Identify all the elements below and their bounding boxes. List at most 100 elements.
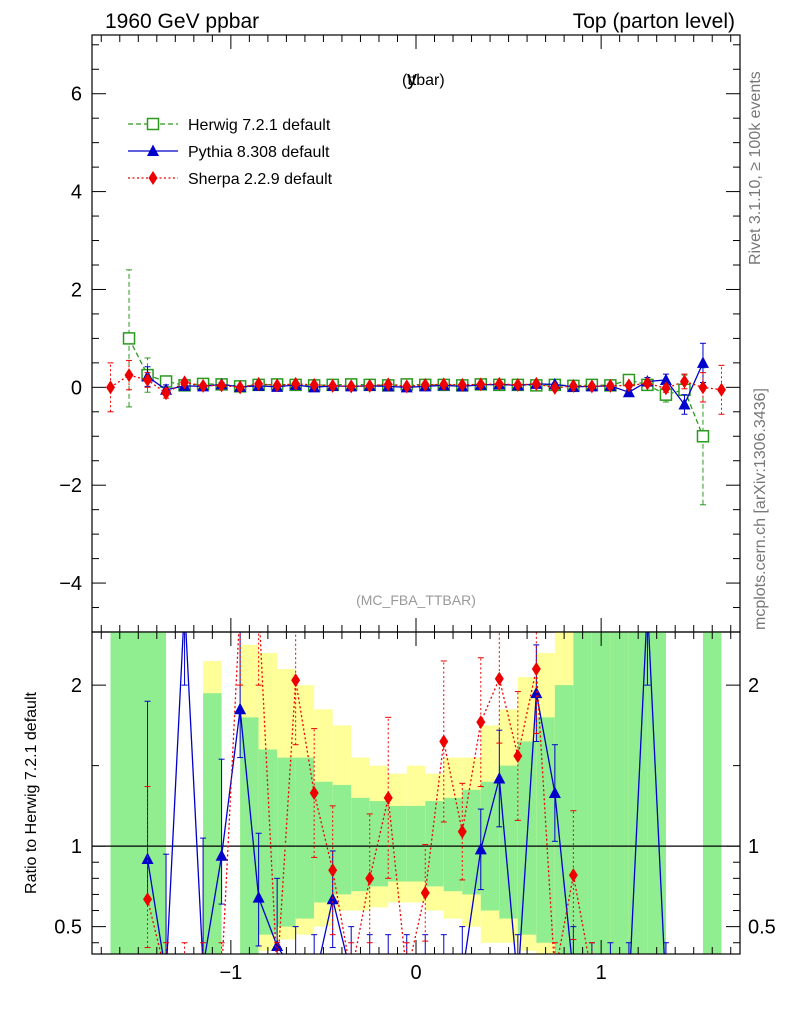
data-point [402, 379, 412, 394]
x-tick-label: 0 [410, 962, 421, 984]
data-point [272, 378, 282, 393]
data-point [346, 379, 356, 394]
ratio-point [494, 671, 504, 686]
series-line [110, 374, 722, 394]
data-point [198, 378, 208, 393]
legend-marker [148, 171, 158, 185]
ratio-point [328, 863, 338, 878]
y-tick-label: 6 [71, 84, 82, 106]
main-panel: −4 −2 0 2 4 6 y (ttbar) (MC_FBA_TTBAR) Herwig… [59, 34, 741, 633]
ratio-point [531, 662, 541, 677]
band-inner [425, 801, 444, 887]
y-tick-label: −2 [59, 475, 82, 497]
ratio-y-tick-label-right: 0.5 [748, 917, 776, 939]
ratio-y-tick-label-right: 1 [748, 836, 759, 858]
x-tick-label: 1 [596, 962, 607, 984]
data-point [439, 377, 449, 392]
series-sherpa [106, 359, 726, 415]
y-tick-label: 2 [71, 279, 82, 301]
band-inner [110, 632, 130, 954]
ratio-point [420, 885, 430, 900]
legend-label: Sherpa 2.2.9 default [188, 171, 333, 188]
ratio-panel: 0.5 0.5 1 1 2 2 −1 0 1 Ratio to Herwig 7.2.1 def… [23, 631, 776, 984]
ratio-point [476, 715, 486, 730]
legend-label: Herwig 7.2.1 default [188, 117, 331, 134]
band-inner [406, 805, 426, 882]
band-inner [277, 757, 296, 927]
data-point [143, 372, 153, 387]
rivet-version-label: Rivet 3.1.10, ≥ 100k events [747, 71, 764, 265]
mcplots-citation-label: mcplots.cern.ch [arXiv:1306.3436] [752, 388, 769, 630]
ratio-point [234, 702, 247, 715]
ratio-point [252, 891, 265, 903]
data-point [696, 356, 709, 368]
data-point [161, 386, 171, 401]
ratio-point [383, 790, 393, 805]
ratio-y-axis-label: Ratio to Herwig 7.2.1 default [23, 692, 40, 894]
ratio-series-sherpa [143, 632, 595, 954]
data-point [235, 380, 245, 395]
ratio-y-tick-label: 2 [71, 675, 82, 697]
data-point [661, 381, 671, 396]
band-inner [351, 797, 370, 892]
band-inner [573, 632, 592, 954]
main-title-sub: (ttbar) [402, 72, 445, 89]
data-point [605, 378, 615, 393]
band-inner [591, 632, 611, 954]
legend-marker [147, 144, 159, 156]
data-point [696, 430, 710, 443]
band-inner [203, 693, 222, 954]
ratio-point [143, 892, 153, 907]
data-point [476, 377, 486, 392]
data-point [659, 373, 672, 385]
data-point [531, 376, 541, 391]
ratio-point [291, 673, 301, 688]
data-point [624, 378, 634, 393]
data-point [328, 378, 338, 393]
ratio-point [568, 868, 578, 883]
band-inner [702, 632, 722, 954]
band-inner [388, 805, 407, 882]
ratio-y-tick-label: 0.5 [54, 917, 82, 939]
ratio-point [493, 772, 506, 784]
band-inner [314, 781, 333, 903]
data-point [678, 397, 691, 410]
ratio-point [548, 786, 561, 798]
data-point [383, 377, 393, 392]
ratio-point [457, 824, 467, 839]
data-point [124, 368, 134, 383]
data-point [494, 376, 504, 391]
band-inner [462, 789, 481, 895]
ratio-point [513, 748, 523, 763]
data-point [254, 376, 264, 391]
ratio-line [146, 632, 665, 954]
ratio-point [309, 786, 319, 800]
band-inner [295, 757, 315, 919]
band-inner [610, 632, 629, 954]
band-inner [369, 801, 389, 887]
band-inner [147, 632, 167, 954]
legend-marker [146, 117, 160, 131]
legend-label: Pythia 8.308 default [188, 144, 330, 161]
header-right-label: Top (parton level) [573, 10, 735, 33]
data-point [716, 382, 726, 397]
ratio-y-tick-label-right: 2 [748, 675, 759, 697]
header-left-label: 1960 GeV ppbar [105, 10, 259, 33]
data-point [587, 379, 597, 394]
y-tick-label: −4 [59, 573, 82, 595]
main-title: y [407, 68, 417, 90]
analysis-watermark: (MC_FBA_TTBAR) [356, 592, 476, 608]
data-point [180, 375, 190, 390]
band-inner [443, 797, 463, 892]
ratio-y-tick-label: 1 [71, 836, 82, 858]
data-point [106, 380, 116, 395]
band-inner [332, 784, 352, 895]
data-point [679, 374, 689, 389]
y-tick-label: 0 [71, 377, 82, 399]
band-inner [499, 765, 518, 919]
data-point [122, 332, 136, 345]
data-point [550, 380, 560, 395]
ratio-point [271, 939, 284, 951]
data-point [698, 380, 708, 395]
